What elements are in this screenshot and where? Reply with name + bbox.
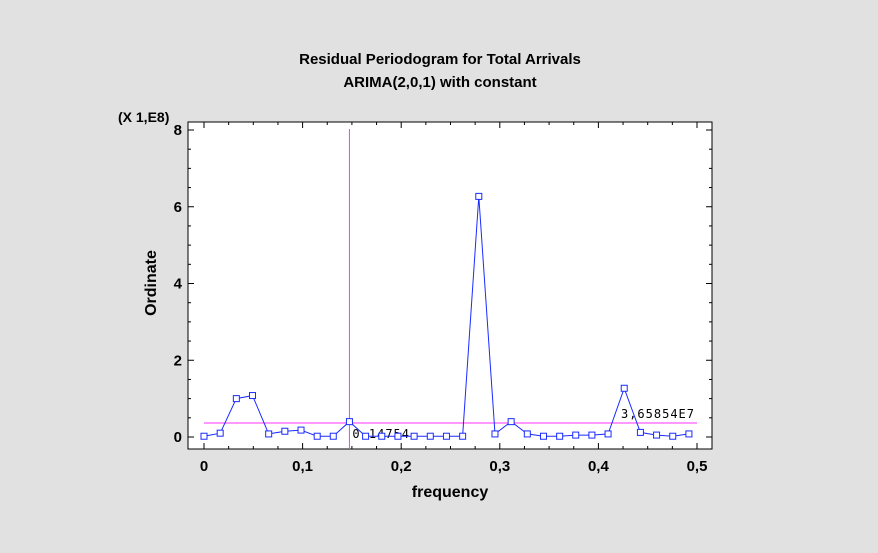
y-tick-label: 4 bbox=[174, 276, 183, 293]
data-point bbox=[604, 430, 612, 438]
data-point bbox=[216, 429, 224, 437]
data-point bbox=[232, 395, 240, 403]
data-point bbox=[653, 431, 661, 439]
data-point bbox=[588, 431, 596, 439]
data-point bbox=[636, 428, 644, 436]
data-point bbox=[475, 192, 483, 200]
x-axis-label: frequency bbox=[412, 484, 489, 501]
data-point bbox=[507, 418, 515, 426]
data-point bbox=[297, 426, 305, 434]
data-point bbox=[685, 430, 693, 438]
x-tick-label: 0,4 bbox=[588, 458, 610, 475]
y-tick-label: 2 bbox=[174, 352, 182, 369]
data-point bbox=[426, 432, 434, 440]
data-point bbox=[378, 432, 386, 440]
x-tick-label: 0,5 bbox=[687, 458, 708, 475]
x-tick-label: 0,2 bbox=[391, 458, 412, 475]
data-point bbox=[265, 430, 273, 438]
data-point bbox=[442, 432, 450, 440]
data-point bbox=[362, 432, 370, 440]
x-tick-label: 0,3 bbox=[489, 458, 510, 475]
plot-area bbox=[187, 121, 713, 450]
data-point bbox=[345, 418, 353, 426]
chart-title: Residual Periodogram for Total Arrivals bbox=[299, 51, 581, 68]
x-tick-label: 0 bbox=[200, 458, 208, 475]
data-point bbox=[572, 431, 580, 439]
axis-ticks bbox=[188, 122, 712, 449]
chart-subtitle: ARIMA(2,0,1) with constant bbox=[343, 74, 536, 91]
data-point bbox=[669, 432, 677, 440]
axis-tick-labels: 0 0,1 0,2 0,3 0,4 0,5 0 2 4 6 8 bbox=[174, 122, 708, 475]
y-tick-label: 8 bbox=[174, 122, 182, 139]
y-tick-label: 0 bbox=[174, 429, 182, 446]
data-point bbox=[249, 392, 257, 400]
x-tick-label: 0,1 bbox=[292, 458, 313, 475]
data-point bbox=[523, 430, 531, 438]
y-tick-label: 6 bbox=[174, 199, 182, 216]
data-point bbox=[556, 432, 564, 440]
y-multiplier-label: (X 1,E8) bbox=[118, 109, 169, 125]
y-axis-label: Ordinate bbox=[143, 250, 160, 316]
data-point bbox=[313, 432, 321, 440]
data-point bbox=[200, 432, 208, 440]
horizontal-reference-label: 3,65854E7 bbox=[621, 407, 695, 421]
data-point bbox=[410, 432, 418, 440]
data-point bbox=[491, 430, 499, 438]
data-point bbox=[281, 427, 289, 435]
data-point bbox=[620, 384, 628, 392]
series-group bbox=[200, 192, 693, 440]
data-point bbox=[329, 432, 337, 440]
data-point bbox=[459, 432, 467, 440]
data-point bbox=[539, 432, 547, 440]
data-point bbox=[394, 432, 402, 440]
